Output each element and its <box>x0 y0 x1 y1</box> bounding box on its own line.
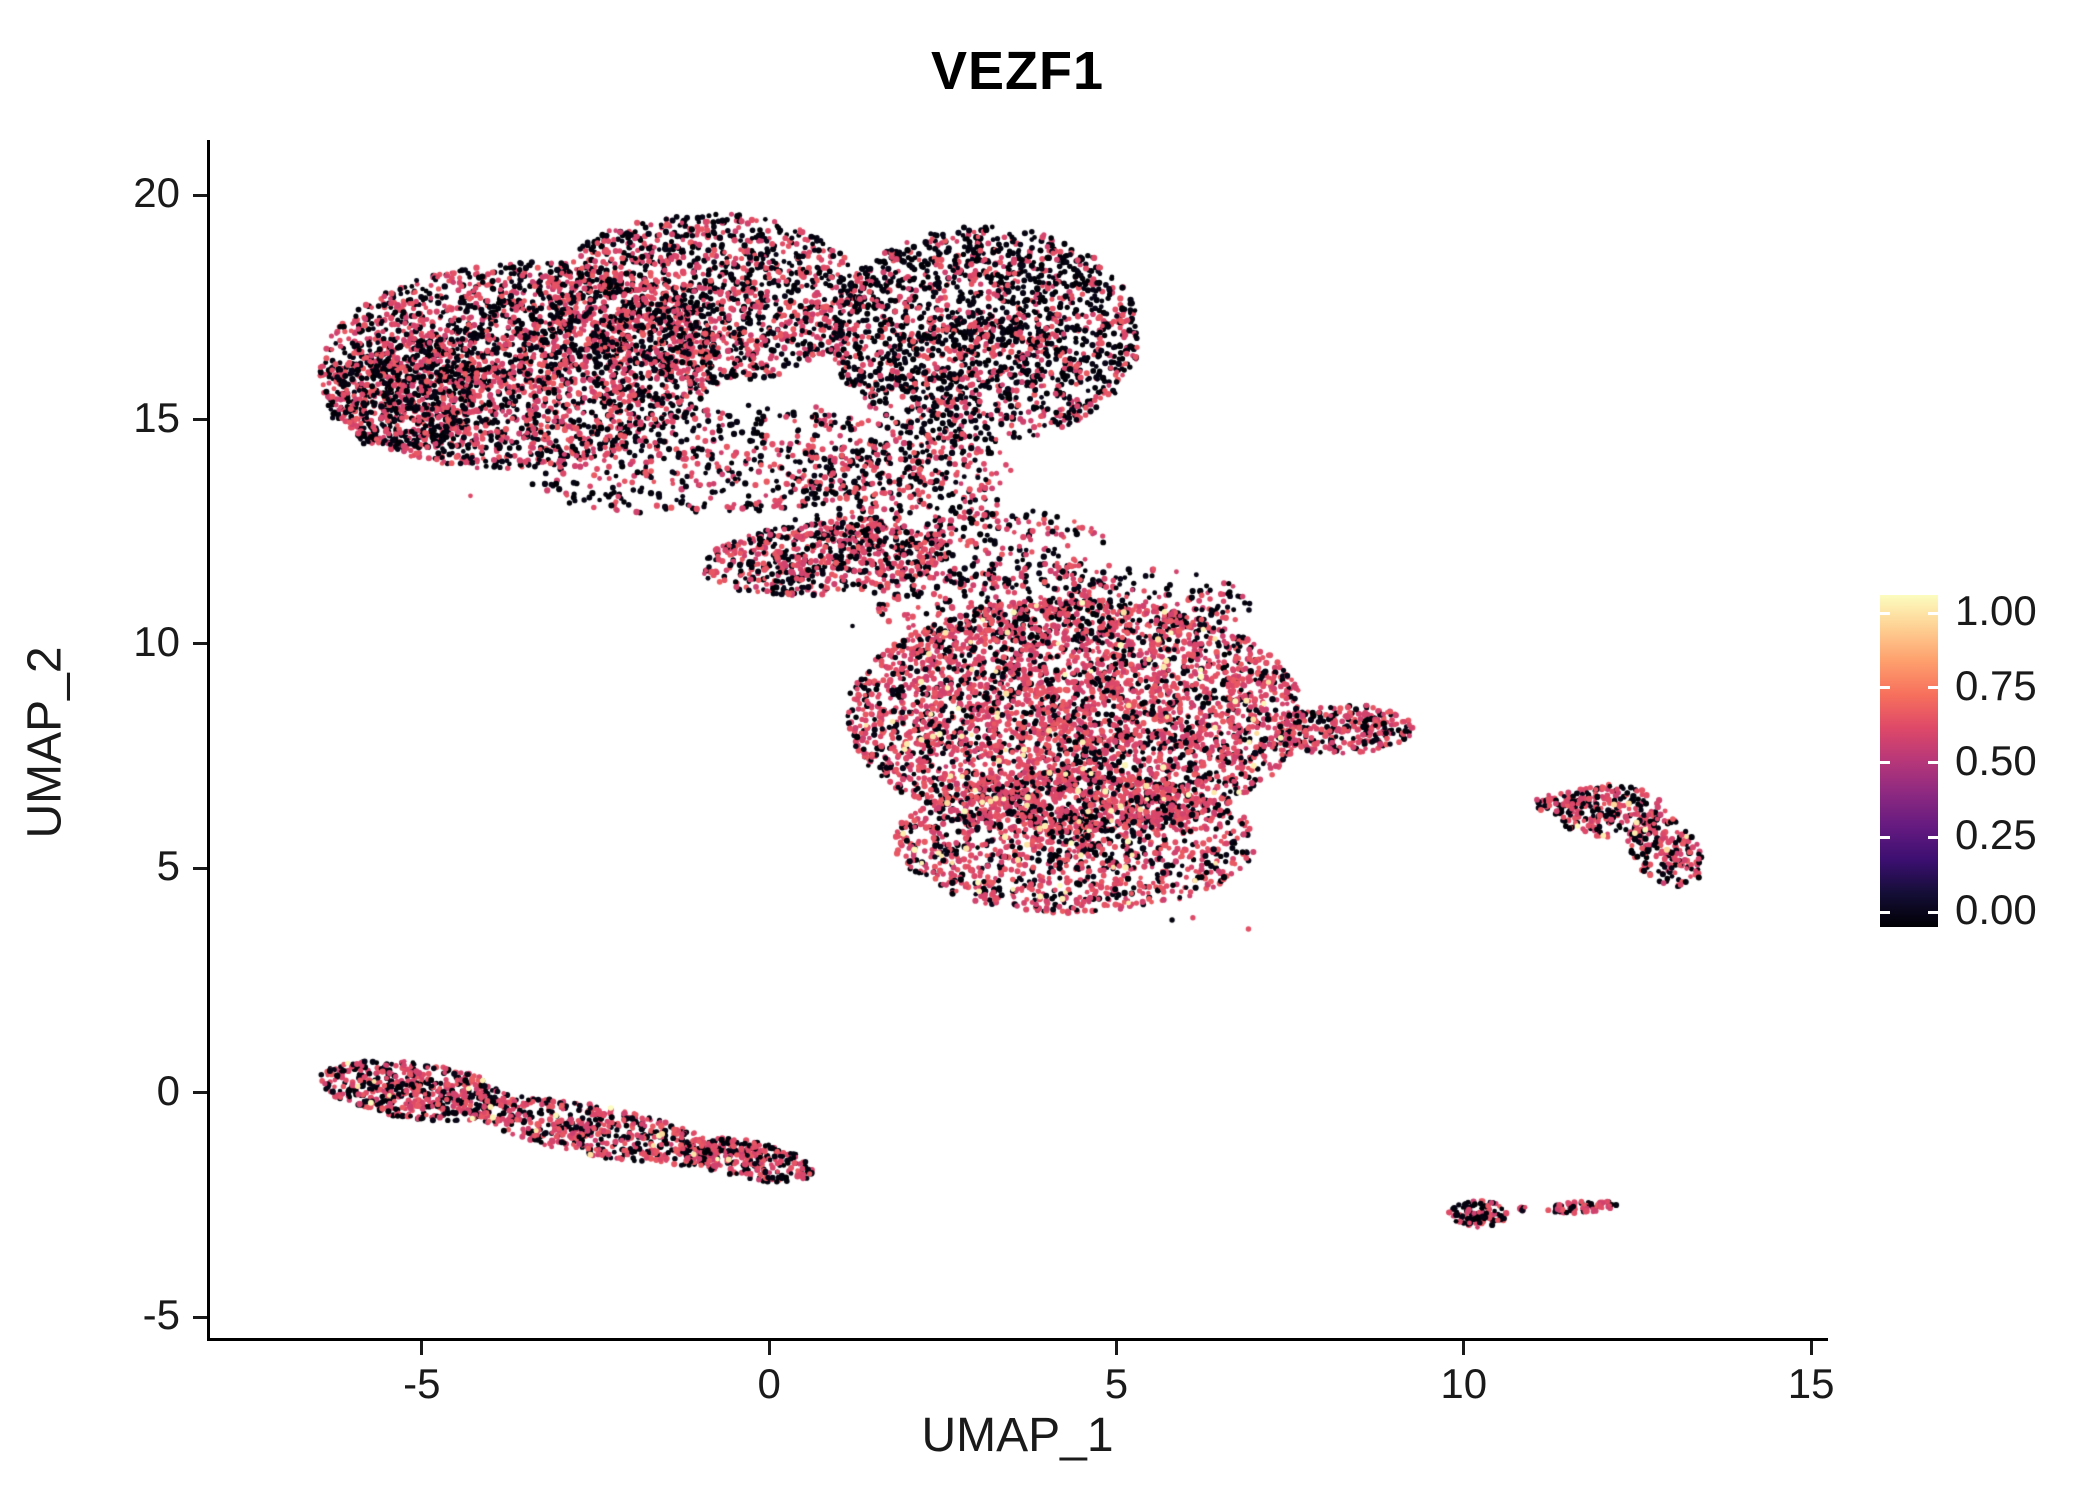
x-tick-label: 15 <box>1787 1360 1835 1407</box>
x-tick-mark <box>1462 1341 1466 1355</box>
x-tick-label: 5 <box>1104 1360 1129 1407</box>
colorbar-tick-mark <box>1880 686 1890 690</box>
y-tick-mark <box>193 866 207 870</box>
colorbar-tick-mark <box>1928 910 1938 914</box>
colorbar-tick-mark <box>1928 761 1938 765</box>
x-tick-mark <box>1809 1341 1813 1355</box>
y-tick-mark <box>193 418 207 422</box>
y-tick-label: 15 <box>133 393 180 441</box>
y-tick-mark <box>193 1315 207 1319</box>
x-tick-label: 10 <box>1440 1360 1488 1407</box>
y-tick-label: 20 <box>133 169 180 217</box>
y-tick-label: 10 <box>133 617 180 665</box>
colorbar-tick-label: 0.50 <box>1955 736 2037 784</box>
x-tick-label: 0 <box>757 1360 781 1407</box>
y-tick-label: -5 <box>142 1291 180 1339</box>
colorbar-tick-mark <box>1928 611 1938 615</box>
colorbar-tick-mark <box>1928 686 1938 690</box>
colorbar-tick-label: 0.75 <box>1955 661 2037 709</box>
colorbar-tick-mark <box>1880 611 1890 615</box>
x-tick-mark <box>420 1341 424 1355</box>
colorbar-gradient <box>1880 595 1938 927</box>
y-axis-line <box>207 140 210 1341</box>
x-tick-mark <box>767 1341 771 1355</box>
colorbar-tick-label: 0.00 <box>1955 886 2037 934</box>
scatter-points-canvas <box>210 140 1825 1340</box>
colorbar-tick-label: 0.25 <box>1955 811 2037 859</box>
x-axis-label: UMAP_1 <box>921 1409 1114 1462</box>
x-tick-label: -5 <box>403 1360 441 1407</box>
y-axis-label: UMAP_2 <box>18 646 72 839</box>
y-tick-mark <box>193 642 207 646</box>
colorbar <box>1880 595 1938 927</box>
x-tick-mark <box>1114 1341 1118 1355</box>
y-tick-label: 0 <box>156 1066 180 1114</box>
colorbar-tick-mark <box>1880 761 1890 765</box>
plot-title: VEZF1 <box>930 41 1105 101</box>
colorbar-tick-mark <box>1928 835 1938 839</box>
colorbar-tick-label: 1.00 <box>1955 587 2037 635</box>
y-tick-mark <box>193 1091 207 1095</box>
y-tick-mark <box>193 193 207 197</box>
y-tick-label: 5 <box>156 842 180 890</box>
colorbar-tick-mark <box>1880 835 1890 839</box>
colorbar-tick-mark <box>1880 910 1890 914</box>
x-axis-line <box>207 1338 1828 1341</box>
